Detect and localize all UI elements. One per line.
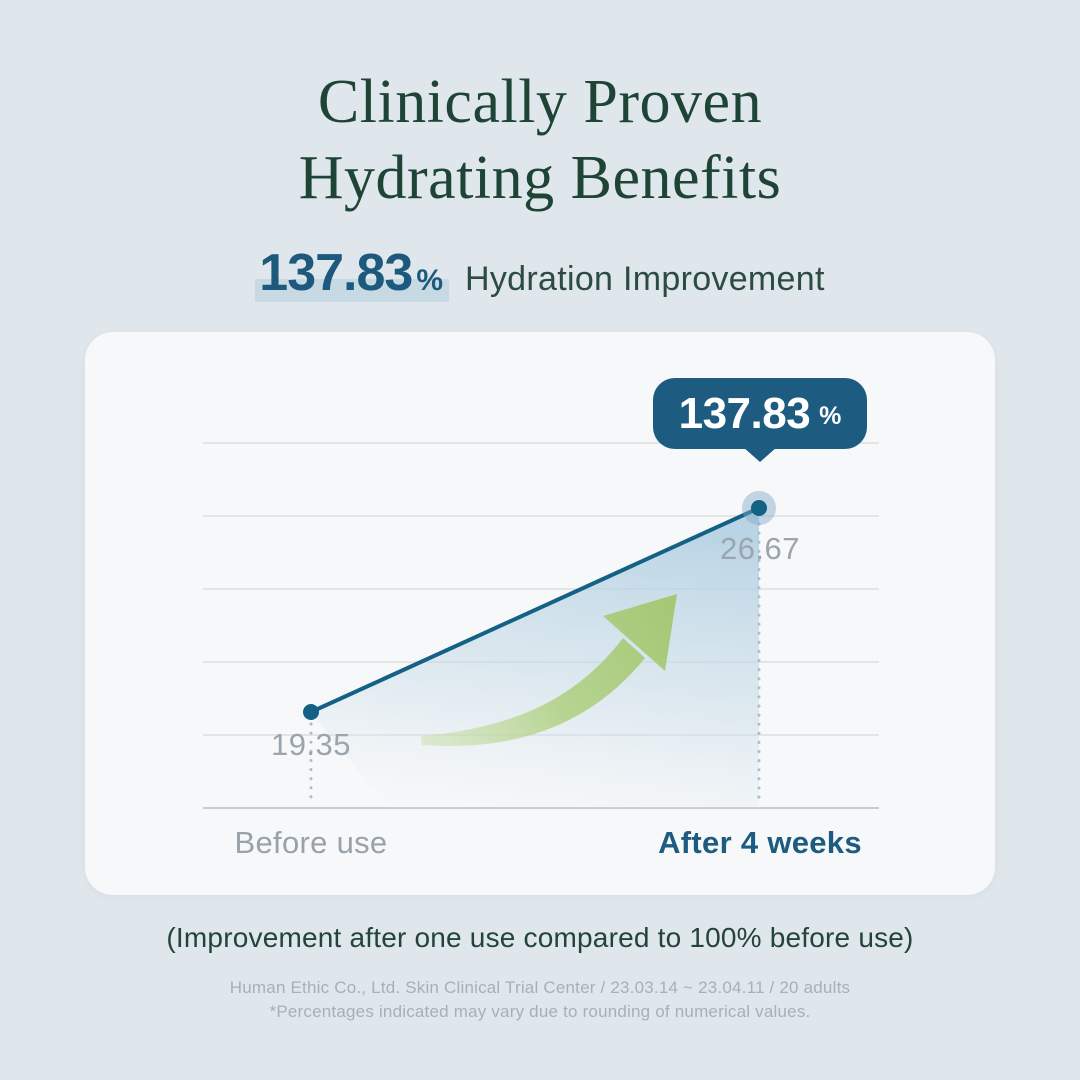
stat-value: 137.83: [259, 244, 413, 302]
headline-stat: 137.83 % Hydration Improvement: [0, 243, 1080, 305]
x-label-after-4-weeks: After 4 weeks: [658, 825, 862, 860]
trial-source-line: Human Ethic Co., Ltd. Skin Clinical Tria…: [229, 978, 851, 997]
chart-card: 137.83 % 19.35 26.67 Before use After 4 …: [85, 332, 995, 895]
chart-caption: (Improvement after one use compared to 1…: [166, 922, 914, 953]
value-badge: 137.83 %: [653, 378, 867, 449]
area-fill: [311, 508, 759, 808]
point-value-before: 19.35: [270, 727, 352, 762]
data-point-before: [303, 704, 319, 720]
disclaimer-line: *Percentages indicated may vary due to r…: [269, 1002, 811, 1021]
stat-label: Hydration Improvement: [465, 260, 825, 298]
droplines: [309, 522, 761, 806]
stat-unit: %: [416, 264, 444, 297]
page-title: Clinically Proven Hydrating Benefits: [0, 64, 1080, 216]
title-line-2: Hydrating Benefits: [298, 144, 782, 212]
stat-highlight: 137.83 %: [255, 243, 450, 305]
trend-line: [309, 506, 761, 714]
title-line-1: Clinically Proven: [317, 68, 763, 136]
point-value-after: 26.67: [719, 531, 801, 566]
x-label-before-use: Before use: [234, 825, 388, 860]
data-point-after: [751, 500, 767, 516]
badge-value: 137.83: [678, 388, 811, 438]
line-chart: [203, 442, 879, 809]
growth-arrow-icon: [421, 594, 677, 747]
badge-unit: %: [819, 402, 842, 430]
